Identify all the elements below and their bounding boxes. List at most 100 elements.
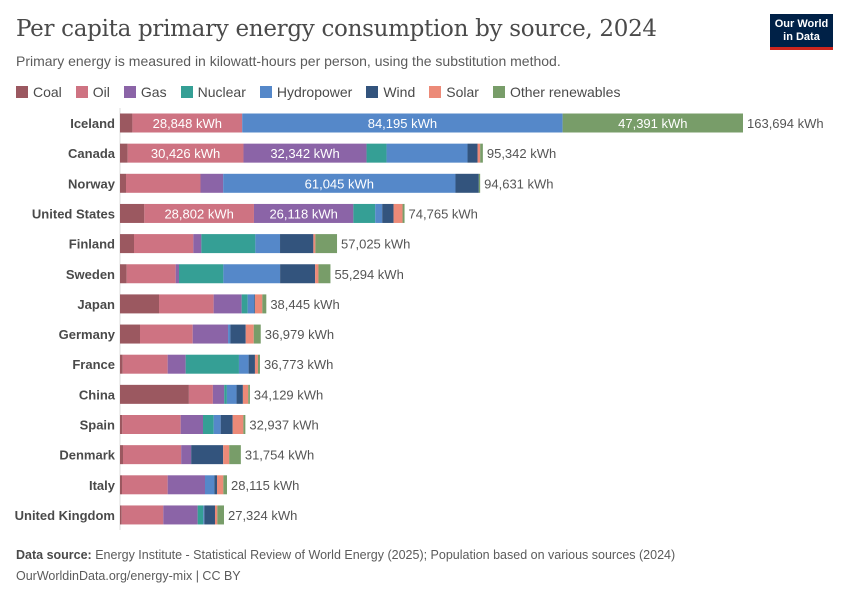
bar-segment-wind[interactable]: [280, 234, 314, 254]
bar-segment-coal[interactable]: [120, 173, 127, 193]
bar-segment-gas[interactable]: [180, 415, 204, 434]
bar-segment-oil[interactable]: [126, 264, 176, 284]
bar-segment-nuclear[interactable]: [224, 384, 227, 404]
bar-segment-coal[interactable]: [120, 264, 127, 284]
bar-segment-nuclear[interactable]: [241, 294, 248, 314]
bar-segment-solar[interactable]: [232, 415, 244, 434]
bar-segment-other-renewables[interactable]: [257, 354, 260, 374]
bar-segment-gas[interactable]: [163, 505, 198, 525]
bar-segment-solar[interactable]: [214, 505, 218, 525]
bar-segment-coal[interactable]: [120, 475, 123, 495]
bar-segment-gas[interactable]: [193, 234, 202, 254]
bar-segment-oil[interactable]: [127, 143, 244, 163]
bar-segment-solar[interactable]: [254, 354, 258, 374]
bar-segment-solar[interactable]: [315, 264, 319, 284]
bar-segment-coal[interactable]: [120, 294, 160, 314]
bar-segment-hydropower[interactable]: [203, 505, 205, 525]
bar-segment-solar[interactable]: [393, 203, 403, 223]
bar-segment-gas[interactable]: [212, 384, 225, 404]
bar-segment-other-renewables[interactable]: [248, 384, 250, 404]
bar-segment-hydropower[interactable]: [386, 143, 468, 163]
bar-segment-other-renewables[interactable]: [253, 324, 261, 344]
bar-segment-hydropower[interactable]: [255, 234, 281, 254]
bar-segment-coal[interactable]: [120, 384, 189, 404]
legend-item-nuclear[interactable]: Nuclear: [180, 84, 246, 100]
bar-segment-other-renewables[interactable]: [315, 234, 338, 254]
bar-segment-coal[interactable]: [120, 113, 133, 133]
bar-segment-oil[interactable]: [188, 384, 213, 404]
bar-segment-solar[interactable]: [254, 294, 263, 314]
bar-segment-hydropower[interactable]: [242, 113, 563, 133]
bar-segment-wind[interactable]: [248, 354, 255, 374]
legend-item-oil[interactable]: Oil: [75, 84, 110, 100]
bar-segment-oil[interactable]: [134, 234, 194, 254]
bar-segment-hydropower[interactable]: [213, 415, 221, 434]
bar-segment-gas[interactable]: [253, 203, 354, 223]
bar-segment-solar[interactable]: [223, 445, 230, 465]
bar-segment-solar[interactable]: [313, 234, 316, 254]
bar-segment-solar[interactable]: [477, 143, 481, 163]
bar-segment-oil[interactable]: [121, 505, 164, 525]
bar-segment-wind[interactable]: [467, 143, 478, 163]
bar-segment-hydropower[interactable]: [223, 264, 281, 284]
bar-segment-other-renewables[interactable]: [480, 143, 483, 163]
bar-segment-oil[interactable]: [122, 445, 182, 465]
legend-item-solar[interactable]: Solar: [429, 84, 479, 100]
bar-segment-solar[interactable]: [245, 324, 254, 344]
bar-segment-oil[interactable]: [132, 113, 243, 133]
bar-segment-coal[interactable]: [120, 143, 128, 163]
bar-segment-nuclear[interactable]: [179, 264, 224, 284]
bar-segment-oil[interactable]: [122, 415, 181, 434]
bar-segment-gas[interactable]: [175, 264, 180, 284]
bar-segment-gas[interactable]: [192, 324, 229, 344]
owid-logo[interactable]: Our World in Data: [770, 14, 833, 50]
bar-segment-wind[interactable]: [220, 415, 233, 434]
bar-segment-oil[interactable]: [122, 354, 168, 374]
legend-item-other-renewables[interactable]: Other renewables: [492, 84, 620, 100]
bar-segment-nuclear[interactable]: [203, 415, 214, 434]
bar-segment-gas[interactable]: [200, 173, 224, 193]
bar-segment-coal[interactable]: [120, 505, 122, 525]
bar-segment-solar[interactable]: [217, 475, 224, 495]
bar-segment-nuclear[interactable]: [366, 143, 387, 163]
bar-segment-hydropower[interactable]: [205, 475, 215, 495]
bar-segment-wind[interactable]: [382, 203, 394, 223]
bar-segment-hydropower[interactable]: [223, 173, 456, 193]
bar-segment-wind[interactable]: [254, 294, 255, 314]
bar-segment-other-renewables[interactable]: [223, 475, 228, 495]
bar-segment-gas[interactable]: [181, 445, 192, 465]
bar-segment-coal[interactable]: [120, 203, 145, 223]
bar-segment-oil[interactable]: [122, 475, 168, 495]
legend-item-wind[interactable]: Wind: [366, 84, 415, 100]
bar-segment-other-renewables[interactable]: [562, 113, 743, 133]
bar-segment-oil[interactable]: [159, 294, 214, 314]
bar-segment-oil[interactable]: [140, 324, 193, 344]
bar-segment-wind[interactable]: [280, 264, 316, 284]
bar-segment-solar[interactable]: [242, 384, 249, 404]
bar-segment-other-renewables[interactable]: [318, 264, 331, 284]
bar-segment-wind[interactable]: [230, 324, 246, 344]
bar-segment-gas[interactable]: [243, 143, 367, 163]
legend-item-gas[interactable]: Gas: [123, 84, 167, 100]
bar-segment-gas[interactable]: [167, 475, 206, 495]
bar-segment-nuclear[interactable]: [353, 203, 376, 223]
bar-segment-wind[interactable]: [236, 384, 243, 404]
bar-segment-wind[interactable]: [191, 445, 224, 465]
legend-item-hydropower[interactable]: Hydropower: [259, 84, 352, 100]
bar-segment-gas[interactable]: [213, 294, 242, 314]
bar-segment-other-renewables[interactable]: [402, 203, 405, 223]
bar-segment-coal[interactable]: [120, 324, 141, 344]
bar-segment-other-renewables[interactable]: [217, 505, 224, 525]
bar-segment-hydropower[interactable]: [226, 384, 237, 404]
bar-segment-nuclear[interactable]: [185, 354, 239, 374]
bar-segment-nuclear[interactable]: [197, 505, 204, 525]
bar-segment-other-renewables[interactable]: [243, 415, 246, 434]
bar-segment-coal[interactable]: [120, 354, 123, 374]
legend-item-coal[interactable]: Coal: [16, 84, 62, 100]
bar-segment-wind[interactable]: [214, 475, 218, 495]
bar-segment-other-renewables[interactable]: [478, 173, 481, 193]
bar-segment-wind[interactable]: [455, 173, 479, 193]
bar-segment-wind[interactable]: [204, 505, 215, 525]
bar-segment-hydropower[interactable]: [375, 203, 383, 223]
bar-segment-oil[interactable]: [126, 173, 201, 193]
